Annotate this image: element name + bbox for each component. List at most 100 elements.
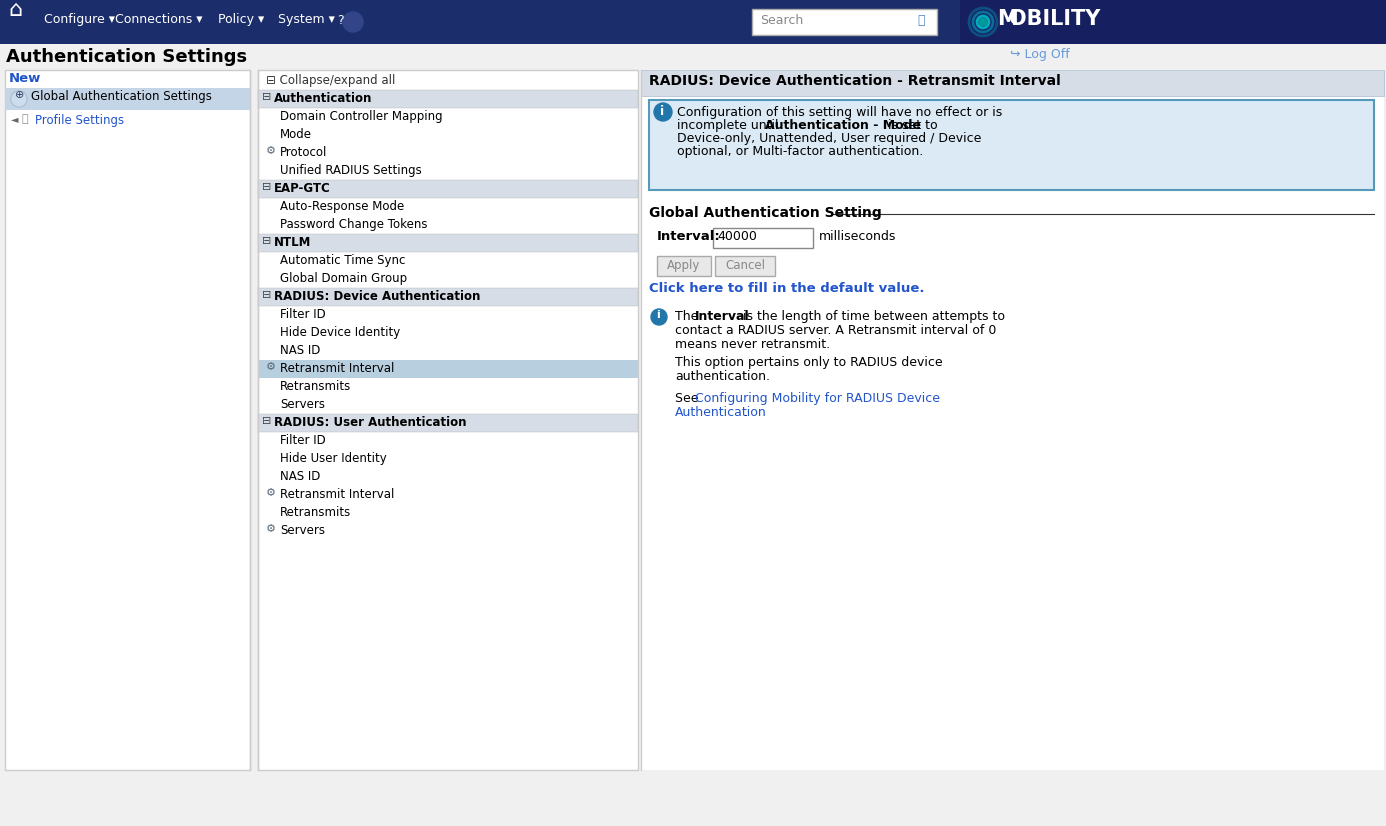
Text: Configure ▾: Configure ▾ [44, 13, 115, 26]
Text: Servers: Servers [280, 398, 324, 411]
Bar [0, 0, 1386, 44]
Text: i: i [656, 310, 660, 320]
Text: ⚙: ⚙ [266, 488, 276, 498]
Text: Global Authentication Setting: Global Authentication Setting [649, 206, 881, 220]
Bar [258, 288, 638, 306]
Text: Filter ID: Filter ID [280, 308, 326, 321]
Text: Retransmits: Retransmits [280, 380, 351, 393]
Text: ⊟ Collapse/expand all: ⊟ Collapse/expand all [266, 74, 395, 87]
Text: 📁: 📁 [21, 114, 28, 124]
Text: ⚙: ⚙ [266, 524, 276, 534]
Text: RADIUS: Device Authentication - Retransmit Interval: RADIUS: Device Authentication - Retransm… [649, 74, 1060, 88]
Text: Hide Device Identity: Hide Device Identity [280, 326, 401, 339]
Bar [258, 360, 638, 378]
Text: Retransmits: Retransmits [280, 506, 351, 519]
Circle shape [12, 92, 26, 106]
Text: Hide User Identity: Hide User Identity [280, 452, 387, 465]
Text: is set to: is set to [884, 119, 938, 132]
Text: Authentication: Authentication [274, 92, 373, 105]
Text: NAS ID: NAS ID [280, 470, 320, 483]
Bar [640, 70, 1385, 770]
Text: 🔍: 🔍 [918, 14, 924, 27]
Text: Cancel: Cancel [725, 259, 765, 272]
Bar [6, 88, 249, 110]
Text: ⚙: ⚙ [266, 362, 276, 372]
Text: Unified RADIUS Settings: Unified RADIUS Settings [280, 164, 421, 177]
Text: ◄: ◄ [11, 114, 18, 124]
Text: Configuration of this setting will have no effect or is: Configuration of this setting will have … [676, 106, 1002, 119]
Text: OBILITY: OBILITY [1009, 9, 1100, 29]
Text: Auto-Response Mode: Auto-Response Mode [280, 200, 405, 213]
Text: incomplete until: incomplete until [676, 119, 783, 132]
Circle shape [979, 18, 987, 26]
Text: System ▾: System ▾ [279, 13, 335, 26]
Text: Profile Settings: Profile Settings [35, 114, 125, 127]
Text: M: M [997, 9, 1017, 29]
Text: Policy ▾: Policy ▾ [218, 13, 265, 26]
Text: EAP-GTC: EAP-GTC [274, 182, 331, 195]
Bar [715, 256, 775, 276]
Text: RADIUS: User Authentication: RADIUS: User Authentication [274, 416, 467, 429]
Text: ⚙: ⚙ [266, 146, 276, 156]
Text: Apply: Apply [667, 259, 701, 272]
Text: NTLM: NTLM [274, 236, 312, 249]
Bar [258, 90, 638, 108]
Text: See: See [675, 392, 703, 405]
Text: Authentication Settings: Authentication Settings [6, 48, 247, 66]
Circle shape [344, 13, 362, 31]
Text: milliseconds: milliseconds [819, 230, 897, 243]
Bar [258, 234, 638, 252]
Text: i: i [660, 105, 664, 118]
Text: means never retransmit.: means never retransmit. [675, 338, 830, 351]
Text: Configuring Mobility for RADIUS Device: Configuring Mobility for RADIUS Device [694, 392, 940, 405]
Text: Authentication: Authentication [675, 406, 766, 419]
Text: ⊟: ⊟ [262, 290, 274, 300]
Text: Connections ▾: Connections ▾ [115, 13, 202, 26]
Text: contact a RADIUS server. A Retransmit interval of 0: contact a RADIUS server. A Retransmit in… [675, 324, 997, 337]
Text: authentication.: authentication. [675, 370, 771, 383]
Bar [258, 180, 638, 198]
Text: RADIUS: Device Authentication: RADIUS: Device Authentication [274, 290, 481, 303]
Text: Global Authentication Settings: Global Authentication Settings [30, 90, 212, 103]
Text: Interval:: Interval: [657, 230, 721, 243]
Text: .: . [744, 406, 747, 419]
Text: New: New [8, 72, 42, 85]
Text: Automatic Time Sync: Automatic Time Sync [280, 254, 405, 267]
Text: ⊟: ⊟ [262, 236, 274, 246]
Circle shape [342, 12, 363, 32]
Text: Retransmit Interval: Retransmit Interval [280, 362, 395, 375]
Text: This option pertains only to RADIUS device: This option pertains only to RADIUS devi… [675, 356, 942, 369]
Text: Authentication - Mode: Authentication - Mode [765, 119, 920, 132]
Text: NAS ID: NAS ID [280, 344, 320, 357]
Circle shape [11, 91, 26, 107]
Text: The: The [675, 310, 703, 323]
Text: ⊕: ⊕ [15, 90, 25, 100]
Bar [6, 70, 249, 770]
Text: Mode: Mode [280, 128, 312, 141]
Text: ⊟: ⊟ [262, 92, 274, 102]
Text: Global Domain Group: Global Domain Group [280, 272, 407, 285]
Text: Password Change Tokens: Password Change Tokens [280, 218, 427, 231]
Text: Servers: Servers [280, 524, 324, 537]
Text: Device-only, Unattended, User required / Device: Device-only, Unattended, User required /… [676, 132, 981, 145]
Bar [649, 100, 1374, 190]
Bar [753, 9, 937, 35]
Text: ⊟: ⊟ [262, 416, 274, 426]
Text: Retransmit Interval: Retransmit Interval [280, 488, 395, 501]
Circle shape [651, 309, 667, 325]
Bar [657, 256, 711, 276]
Text: 40000: 40000 [717, 230, 757, 243]
Text: Click here to fill in the default value.: Click here to fill in the default value. [649, 282, 924, 295]
Bar [640, 70, 1385, 96]
Text: optional, or Multi-factor authentication.: optional, or Multi-factor authentication… [676, 145, 923, 158]
Text: ⌂: ⌂ [8, 0, 22, 20]
Bar [258, 70, 638, 770]
Text: Domain Controller Mapping: Domain Controller Mapping [280, 110, 442, 123]
Bar [712, 228, 814, 248]
Text: Interval: Interval [694, 310, 750, 323]
Text: ?: ? [337, 14, 344, 27]
Text: ⊟: ⊟ [262, 182, 274, 192]
Text: is the length of time between attempts to: is the length of time between attempts t… [739, 310, 1005, 323]
Circle shape [654, 103, 672, 121]
Text: Protocol: Protocol [280, 146, 327, 159]
